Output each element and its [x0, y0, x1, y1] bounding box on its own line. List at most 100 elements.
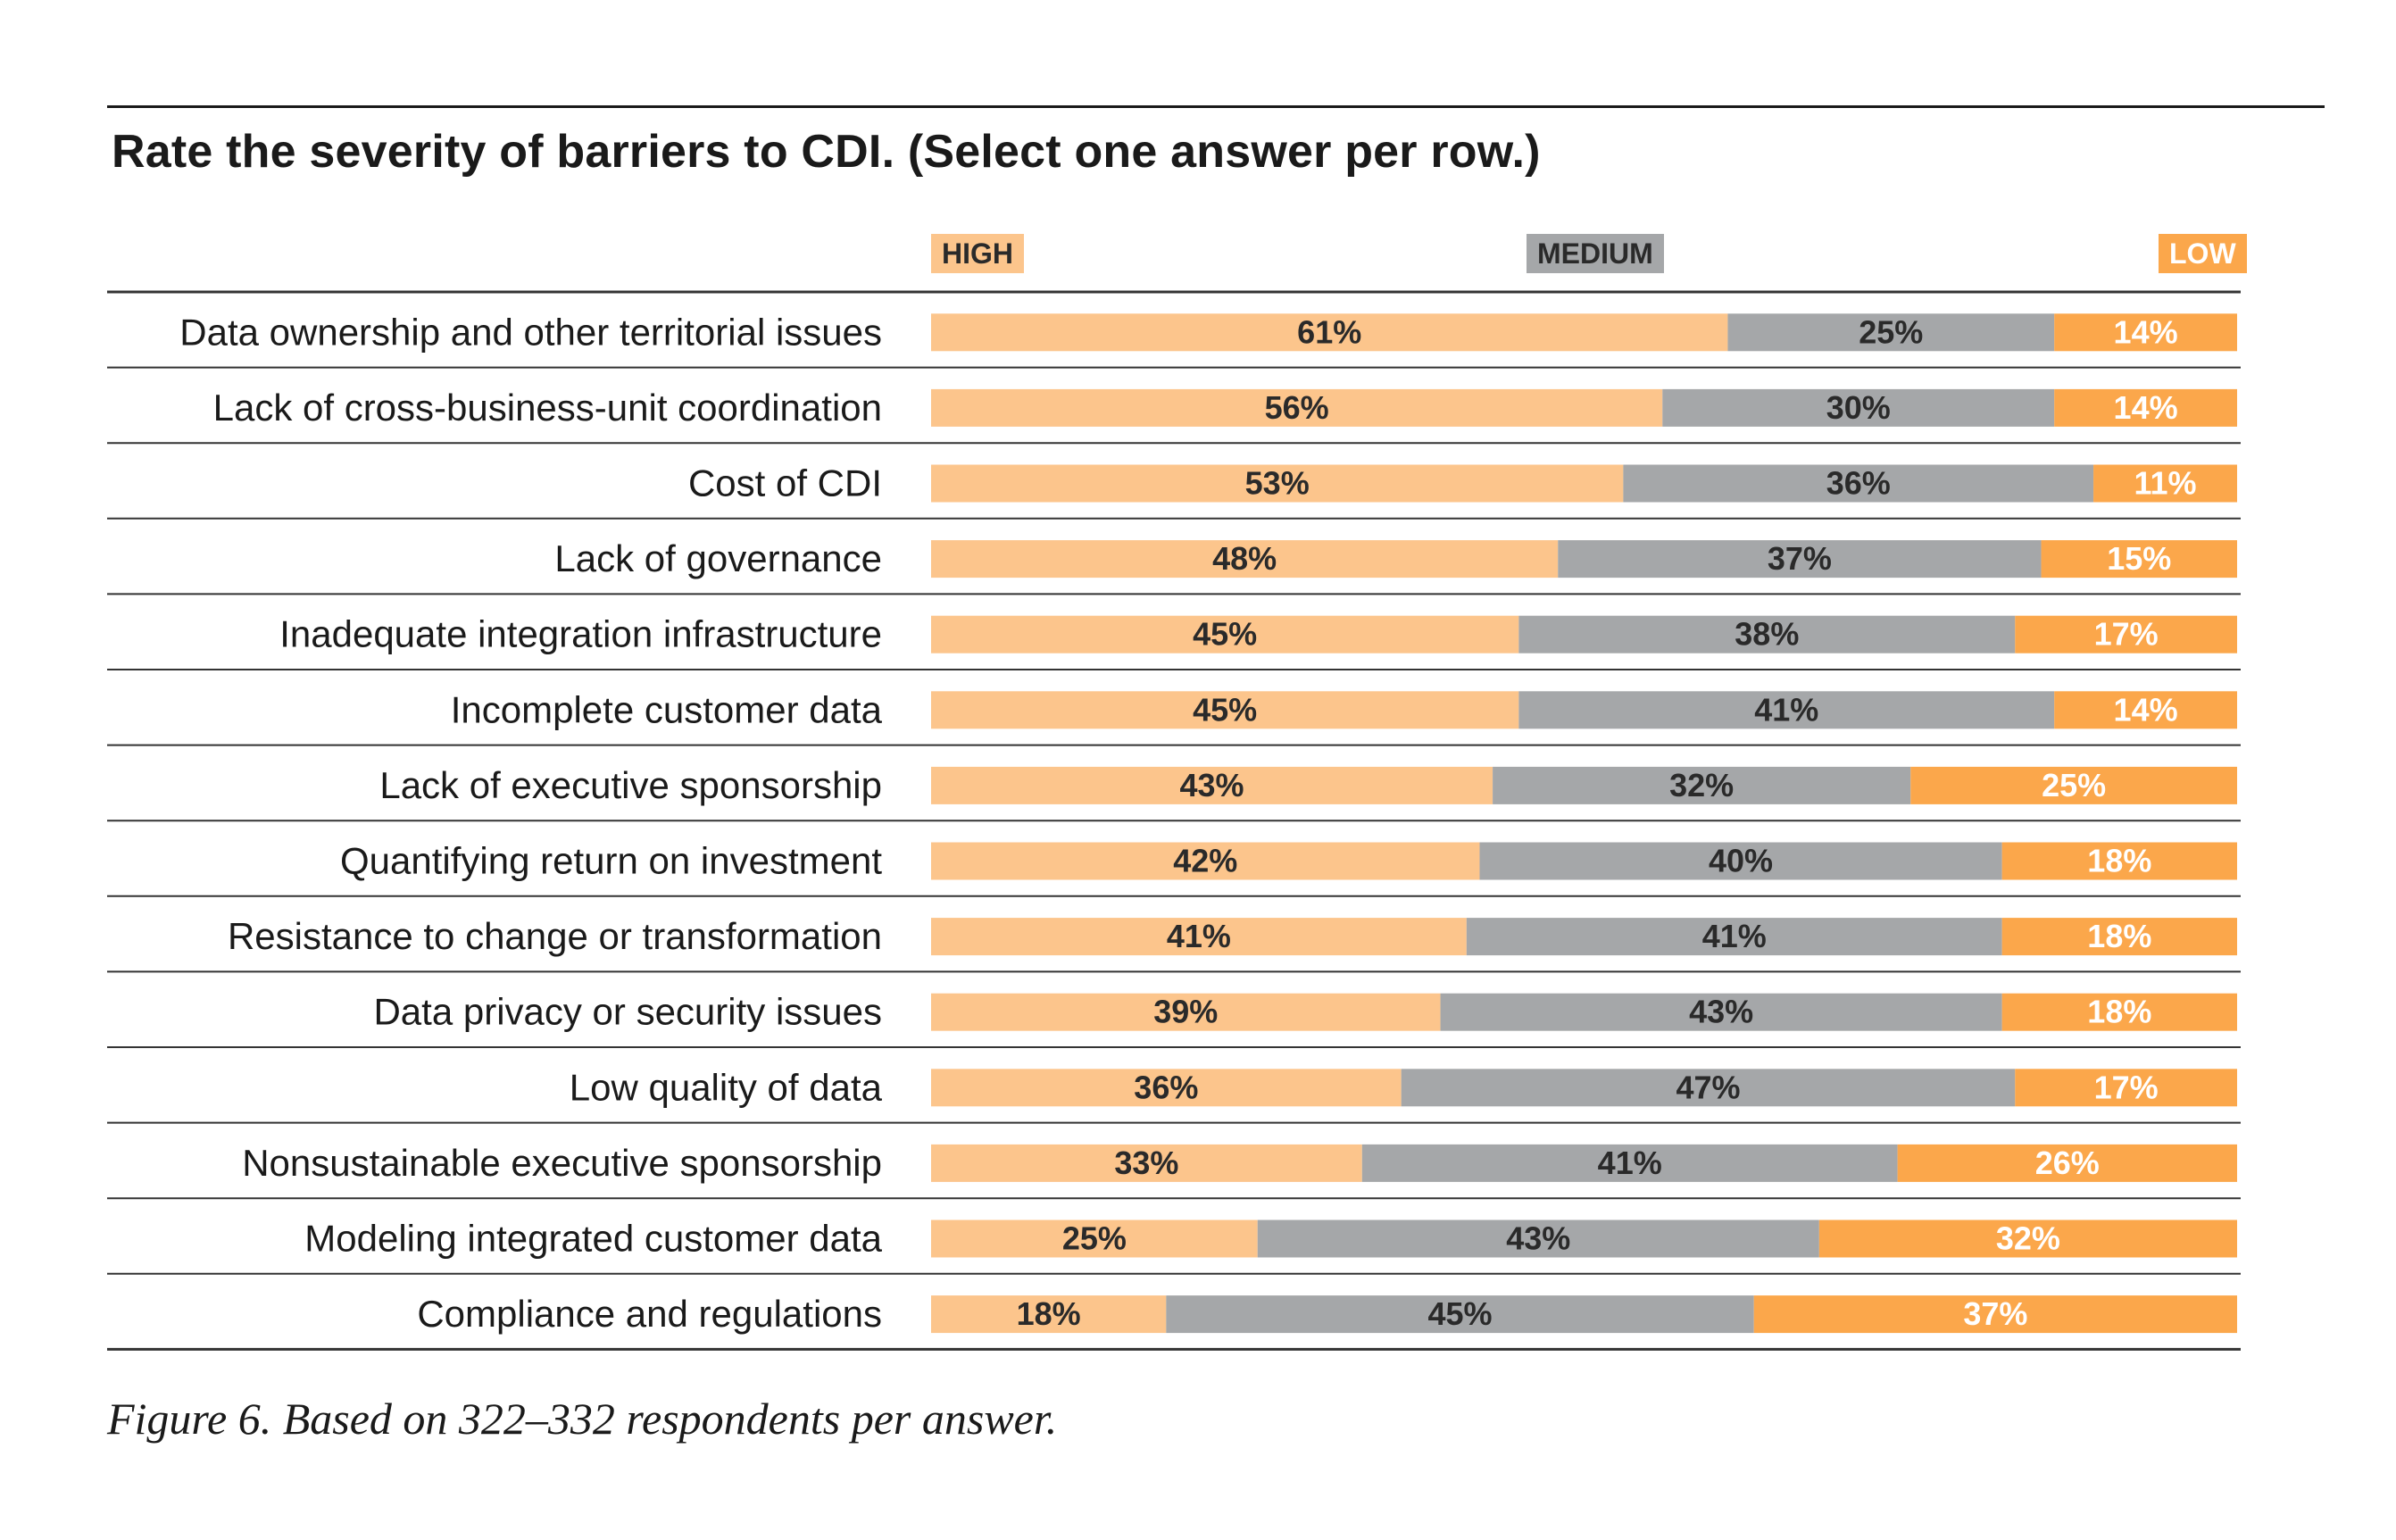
- bar-segment-high: [931, 1220, 1258, 1258]
- data-label-low: 18%: [2087, 843, 2151, 879]
- data-label-medium: 43%: [1689, 994, 1753, 1030]
- bar-segment-high: [931, 615, 1519, 653]
- bar-segment-medium: [1518, 615, 2016, 653]
- category-label: Incomplete customer data: [451, 688, 883, 730]
- data-label-low: 15%: [2107, 540, 2171, 577]
- data-label-high: 53%: [1245, 465, 1310, 502]
- bar-segment-medium: [1662, 388, 2055, 427]
- bar-segment-high: [931, 691, 1519, 729]
- data-label-medium: 43%: [1506, 1220, 1570, 1257]
- data-label-low: 14%: [2114, 691, 2178, 728]
- bar-segment-medium: [1466, 918, 2002, 956]
- legend-high: HIGH: [931, 234, 1024, 273]
- data-label-high: 48%: [1212, 540, 1277, 577]
- data-label-medium: 36%: [1826, 465, 1891, 502]
- bar-segment-medium: [1623, 464, 2094, 503]
- data-label-high: 42%: [1173, 843, 1237, 879]
- legend-low: LOW: [2159, 234, 2247, 273]
- data-label-high: 61%: [1297, 313, 1361, 350]
- data-label-medium: 30%: [1826, 389, 1891, 426]
- data-label-high: 45%: [1193, 616, 1257, 653]
- bar-segment-high: [931, 918, 1467, 956]
- bar-segment-high: [931, 993, 1441, 1031]
- data-label-medium: 41%: [1702, 918, 1767, 954]
- data-label-low: 18%: [2087, 994, 2151, 1030]
- bar-segment-low: [2054, 691, 2237, 729]
- bar-segment-medium: [1518, 691, 2055, 729]
- data-label-high: 36%: [1134, 1069, 1198, 1105]
- bar-segment-low: [2001, 918, 2237, 956]
- data-label-high: 18%: [1017, 1295, 1081, 1332]
- data-label-low: 14%: [2114, 389, 2178, 426]
- category-label: Data ownership and other territorial iss…: [179, 311, 882, 353]
- bar-segment-low: [1753, 1295, 2237, 1334]
- data-label-medium: 32%: [1669, 767, 1734, 803]
- bar-segment-high: [931, 388, 1663, 427]
- category-label: Lack of governance: [554, 537, 882, 579]
- bar-segment-high: [931, 1144, 1362, 1182]
- category-label: Inadequate integration infrastructure: [279, 613, 882, 655]
- data-label-low: 14%: [2114, 313, 2178, 350]
- bar-segment-low: [2041, 540, 2237, 579]
- top-rule: [107, 105, 2325, 108]
- data-label-medium: 47%: [1676, 1069, 1740, 1105]
- bar-segment-medium: [1401, 1069, 2016, 1107]
- data-label-medium: 38%: [1735, 616, 1799, 653]
- bar-segment-medium: [1558, 540, 2042, 579]
- bar-segment-high: [931, 540, 1559, 579]
- data-label-low: 26%: [2035, 1145, 2100, 1181]
- bar-segment-high: [931, 766, 1493, 804]
- bar-segment-high: [931, 464, 1624, 503]
- bar-segment-low: [1910, 766, 2237, 804]
- category-label: Low quality of data: [570, 1066, 883, 1108]
- bar-segment-medium: [1361, 1144, 1898, 1182]
- bar-segment-low: [2054, 313, 2237, 352]
- bar-segment-high: [931, 842, 1480, 880]
- bar-segment-low: [2001, 842, 2237, 880]
- data-label-low: 32%: [1996, 1220, 2060, 1257]
- data-label-medium: 40%: [1709, 843, 1773, 879]
- bar-segment-high: [931, 1069, 1402, 1107]
- figure-caption: Figure 6. Based on 322–332 respondents p…: [107, 1394, 1058, 1444]
- data-label-high: 56%: [1265, 389, 1329, 426]
- bar-segment-low: [1897, 1144, 2237, 1182]
- bar-segment-medium: [1493, 766, 1911, 804]
- data-label-medium: 41%: [1754, 691, 1818, 728]
- category-label: Quantifying return on investment: [340, 840, 882, 882]
- bar-segment-low: [2054, 388, 2237, 427]
- bar-segment-medium: [1440, 993, 2002, 1031]
- bar-segment-medium: [1479, 842, 2002, 880]
- data-label-high: 33%: [1114, 1145, 1178, 1181]
- data-label-high: 39%: [1153, 994, 1218, 1030]
- category-label: Modeling integrated customer data: [304, 1218, 882, 1260]
- data-label-medium: 41%: [1598, 1145, 1662, 1181]
- bar-segment-low: [1818, 1220, 2237, 1258]
- data-label-low: 17%: [2094, 616, 2159, 653]
- bar-segment-high: [931, 313, 1728, 352]
- category-label: Compliance and regulations: [417, 1293, 882, 1335]
- bar-segment-low: [2015, 615, 2237, 653]
- category-label: Data privacy or security issues: [373, 991, 882, 1033]
- bar-segment-high: [931, 1295, 1167, 1334]
- data-label-low: 25%: [2042, 767, 2106, 803]
- bar-segment-medium: [1257, 1220, 1819, 1258]
- legend-medium: MEDIUM: [1527, 234, 1664, 273]
- data-label-high: 41%: [1167, 918, 1231, 954]
- bar-segment-medium: [1166, 1295, 1754, 1334]
- category-label: Lack of executive sponsorship: [379, 764, 882, 806]
- bar-segment-low: [2015, 1069, 2237, 1107]
- bar-segment-medium: [1727, 313, 2055, 352]
- data-label-medium: 25%: [1859, 313, 1923, 350]
- data-label-low: 11%: [2134, 465, 2196, 502]
- data-label-low: 17%: [2094, 1069, 2159, 1105]
- category-label: Lack of cross-business-unit coordination: [213, 387, 882, 429]
- chart-title: Rate the severity of barriers to CDI. (S…: [112, 126, 1541, 178]
- category-label: Resistance to change or transformation: [228, 915, 882, 957]
- data-label-high: 25%: [1062, 1220, 1127, 1257]
- category-label: Cost of CDI: [688, 462, 882, 504]
- bar-segment-low: [2001, 993, 2237, 1031]
- data-label-low: 18%: [2087, 918, 2151, 954]
- category-label: Nonsustainable executive sponsorship: [242, 1142, 882, 1184]
- data-label-low: 37%: [1963, 1295, 2027, 1332]
